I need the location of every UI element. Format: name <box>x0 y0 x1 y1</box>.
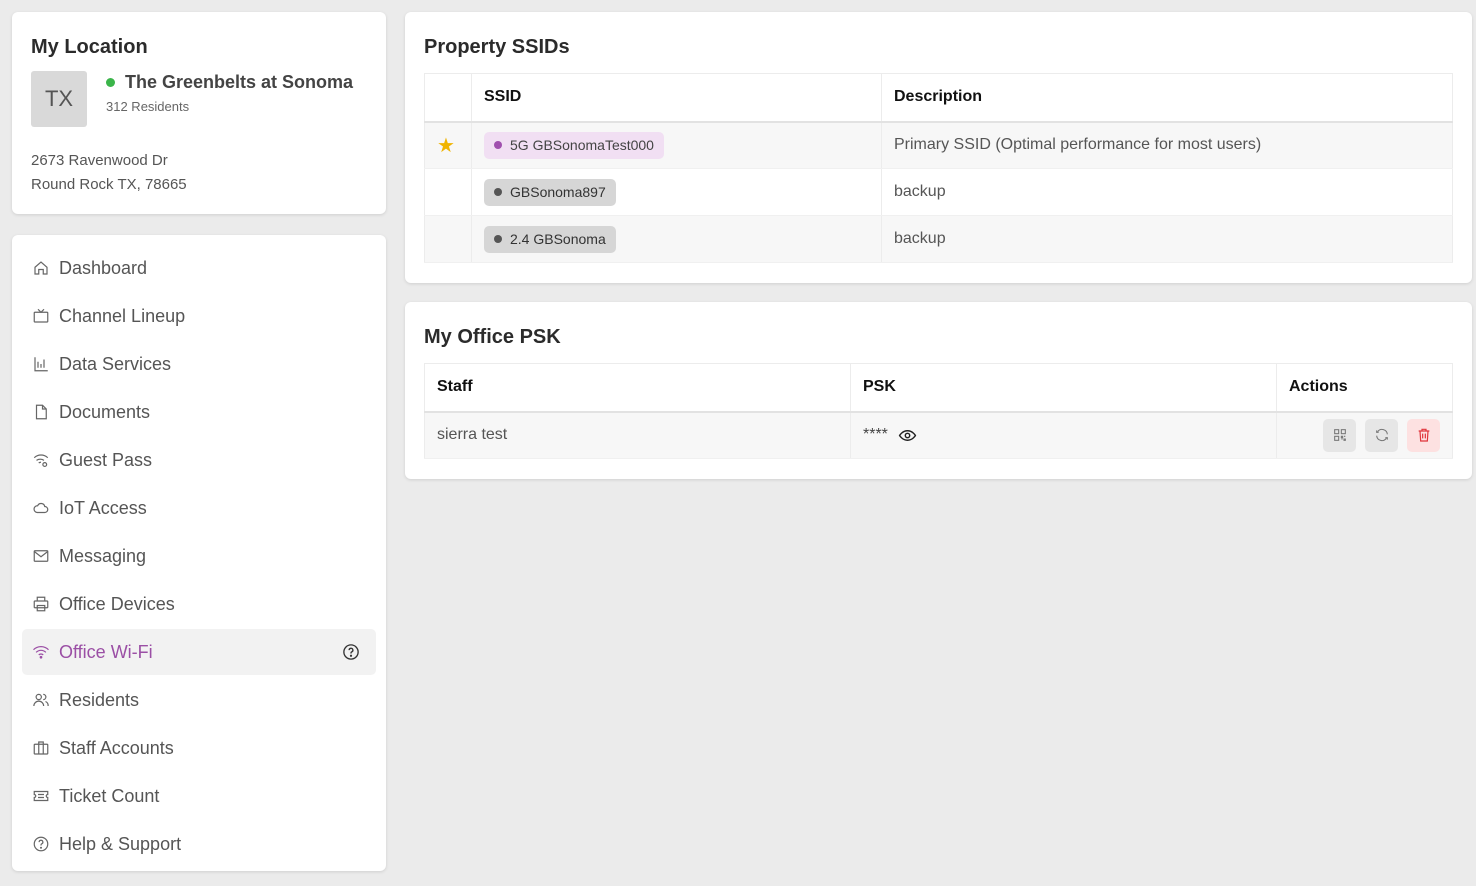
primary-cell <box>424 168 472 216</box>
sidebar-item-label: IoT Access <box>59 497 147 518</box>
ticket-icon <box>32 787 50 805</box>
column-header-ssid: SSID <box>471 73 882 123</box>
state-avatar: TX <box>31 71 87 127</box>
sidebar-item-office-wifi[interactable]: Office Wi-Fi <box>22 629 376 675</box>
briefcase-icon <box>32 739 50 757</box>
staff-name: sierra test <box>424 411 851 459</box>
star-icon: ★ <box>437 134 455 157</box>
ssid-name: 2.4 GBSonoma <box>510 231 606 247</box>
property-name: The Greenbelts at Sonoma <box>125 72 354 92</box>
home-icon <box>32 259 50 277</box>
ssid-name: GBSonoma897 <box>510 184 606 200</box>
tv-icon <box>32 307 50 325</box>
column-header-psk: PSK <box>850 363 1277 413</box>
question-icon <box>32 835 50 853</box>
sidebar-item-label: Office Wi-Fi <box>59 641 153 662</box>
trash-icon <box>1416 427 1432 443</box>
sidebar-item-data-services[interactable]: Data Services <box>22 341 376 387</box>
property-ssids-card: Property SSIDs SSID Description ★ 5G GBS… <box>405 12 1472 283</box>
sidebar-item-staff-accounts[interactable]: Staff Accounts <box>22 725 376 771</box>
column-header-actions: Actions <box>1276 363 1453 413</box>
sidebar-item-guest-pass[interactable]: Guest Pass <box>22 437 376 483</box>
status-dot <box>106 78 115 87</box>
users-icon <box>32 691 50 709</box>
column-header-description: Description <box>881 73 1453 123</box>
ssid-description: Primary SSID (Optimal performance for mo… <box>881 121 1453 169</box>
ssid-description: backup <box>881 168 1453 216</box>
ssids-table: SSID Description ★ 5G GBSonomaTest000 Pr… <box>424 73 1453 263</box>
sidebar-item-iot-access[interactable]: IoT Access <box>22 485 376 531</box>
sidebar-item-label: Messaging <box>59 545 147 566</box>
ssid-badge: 5G GBSonomaTest000 <box>484 131 664 159</box>
sidebar-item-label: Staff Accounts <box>59 737 174 758</box>
location-card: My Location TX The Greenbelts at Sonoma … <box>12 12 386 214</box>
ssids-title: Property SSIDs <box>424 36 570 58</box>
table-row: sierra test **** <box>424 411 1453 459</box>
sidebar-item-help-support[interactable]: Help & Support <box>22 821 376 867</box>
regenerate-button[interactable] <box>1365 418 1398 452</box>
sidebar-nav: Dashboard Channel Lineup Data Services D… <box>12 235 386 871</box>
cloud-icon <box>32 499 50 517</box>
bar-chart-icon <box>32 355 50 373</box>
sidebar-item-label: Residents <box>59 689 140 710</box>
table-row: GBSonoma897 backup <box>424 168 1453 216</box>
psk-masked: **** <box>863 426 888 444</box>
ssid-badge: 2.4 GBSonoma <box>484 225 616 253</box>
office-psk-card: My Office PSK Staff PSK Actions sierra t… <box>405 302 1472 479</box>
sidebar-item-documents[interactable]: Documents <box>22 389 376 435</box>
primary-cell: ★ <box>424 121 472 169</box>
ssid-name: 5G GBSonomaTest000 <box>510 137 654 154</box>
sidebar-item-label: Data Services <box>59 353 172 374</box>
sidebar-item-channel-lineup[interactable]: Channel Lineup <box>22 293 376 339</box>
sidebar-item-label: Channel Lineup <box>59 305 186 326</box>
psk-title: My Office PSK <box>424 326 561 348</box>
sidebar-item-messaging[interactable]: Messaging <box>22 533 376 579</box>
primary-cell <box>424 215 472 263</box>
sidebar-item-dashboard[interactable]: Dashboard <box>22 245 376 291</box>
column-header-primary <box>424 73 472 123</box>
eye-icon[interactable] <box>898 426 917 445</box>
sidebar-item-label: Guest Pass <box>59 449 153 470</box>
address-line2: Round Rock TX, 78665 <box>31 176 187 193</box>
address: 2673 Ravenwood Dr Round Rock TX, 78665 <box>31 149 367 197</box>
help-circle-icon[interactable] <box>342 643 360 661</box>
sidebar-item-office-devices[interactable]: Office Devices <box>22 581 376 627</box>
sidebar-item-label: Ticket Count <box>59 785 160 806</box>
psk-table: Staff PSK Actions sierra test **** <box>424 363 1453 459</box>
qr-code-icon <box>1332 427 1348 443</box>
sidebar-item-residents[interactable]: Residents <box>22 677 376 723</box>
sidebar-item-label: Office Devices <box>59 593 175 614</box>
table-row: ★ 5G GBSonomaTest000 Primary SSID (Optim… <box>424 121 1453 169</box>
mail-icon <box>32 547 50 565</box>
table-row: 2.4 GBSonoma backup <box>424 215 1453 263</box>
address-line1: 2673 Ravenwood Dr <box>31 152 168 169</box>
sidebar-item-ticket-count[interactable]: Ticket Count <box>22 773 376 819</box>
sidebar-item-label: Dashboard <box>59 257 148 278</box>
ssid-description: backup <box>881 215 1453 263</box>
ssid-badge: GBSonoma897 <box>484 178 616 206</box>
refresh-icon <box>1374 427 1390 443</box>
document-icon <box>32 403 50 421</box>
wifi-gear-icon <box>32 451 50 469</box>
qr-code-button[interactable] <box>1323 418 1356 452</box>
residents-count: 312 Residents <box>106 99 190 114</box>
wifi-icon <box>32 643 50 661</box>
delete-button[interactable] <box>1407 418 1440 452</box>
sidebar-item-label: Documents <box>59 401 151 422</box>
sidebar-item-label: Help & Support <box>59 833 182 854</box>
printer-icon <box>32 595 50 613</box>
column-header-staff: Staff <box>424 363 851 413</box>
location-title: My Location <box>31 36 148 58</box>
